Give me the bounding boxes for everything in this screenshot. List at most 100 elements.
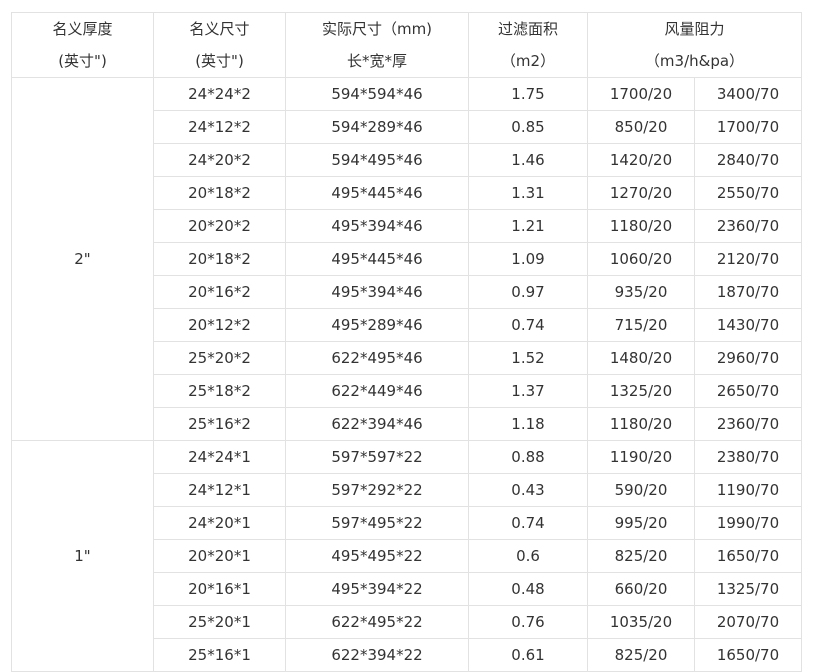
table-row: 1" 24*24*1 597*597*22 0.88 1190/20 2380/70 (11, 440, 802, 672)
nominal-size-cell: 20*18*2 (153, 242, 286, 276)
header-text: 名义厚度 (52, 20, 113, 38)
table-row: 24*20*1 597*495*22 0.74 995/20 1990/70 (12, 506, 802, 540)
airflow-low-cell: 1180/20 (587, 209, 695, 243)
actual-size-cell: 495*289*46 (285, 308, 469, 342)
airflow-high-cell: 2380/70 (694, 440, 802, 474)
nominal-size-cell: 24*24*1 (153, 440, 286, 474)
nominal-size-cell: 25*20*1 (153, 605, 286, 639)
airflow-high-cell: 2960/70 (694, 341, 802, 375)
header-text: 过滤面积 (497, 20, 558, 38)
actual-size-cell: 495*394*46 (285, 209, 469, 243)
airflow-high-cell: 2360/70 (694, 209, 802, 243)
airflow-high-cell: 2650/70 (694, 374, 802, 408)
nominal-size-cell: 20*16*1 (153, 572, 286, 606)
actual-size-cell: 622*495*46 (285, 341, 469, 375)
nominal-size-cell: 25*16*2 (153, 407, 286, 441)
actual-size-cell: 622*394*46 (285, 407, 469, 441)
nominal-size-cell: 25*20*2 (153, 341, 286, 375)
filter-area-cell: 1.09 (468, 242, 588, 276)
filter-area-cell: 0.74 (468, 308, 588, 342)
nominal-size-cell: 20*18*2 (153, 176, 286, 210)
filter-area-cell: 1.52 (468, 341, 588, 375)
table-row: 20*20*2 495*394*46 1.21 1180/20 2360/70 (12, 209, 802, 243)
airflow-high-cell: 2070/70 (694, 605, 802, 639)
airflow-high-cell: 1325/70 (694, 572, 802, 606)
actual-size-cell: 495*445*46 (285, 242, 469, 276)
actual-size-cell: 597*495*22 (285, 506, 469, 540)
airflow-low-cell: 660/20 (587, 572, 695, 606)
filter-area-cell: 1.31 (468, 176, 588, 210)
header-row: 名义厚度 (英寸") 名义尺寸 (英寸") 实际尺寸（mm) 长*宽*厚 过滤面积 （m… (11, 12, 802, 78)
airflow-high-cell: 2120/70 (694, 242, 802, 276)
airflow-high-cell: 1430/70 (694, 308, 802, 342)
nominal-size-cell: 20*16*2 (153, 275, 286, 309)
airflow-high-cell: 1700/70 (694, 110, 802, 144)
airflow-low-cell: 590/20 (587, 473, 695, 507)
table-row: 2" 24*24*2 594*594*46 1.75 1700/20 3400/70 (11, 77, 802, 441)
airflow-high-cell: 1190/70 (694, 473, 802, 507)
filter-spec-table: 名义厚度 (英寸") 名义尺寸 (英寸") 实际尺寸（mm) 长*宽*厚 过滤面积 （m… (11, 12, 802, 672)
actual-size-cell: 495*495*22 (285, 539, 469, 573)
airflow-low-cell: 1060/20 (587, 242, 695, 276)
table-row: 20*18*2 495*445*46 1.09 1060/20 2120/70 (12, 242, 802, 276)
airflow-low-cell: 1420/20 (587, 143, 695, 177)
table-row: 24*12*2 594*289*46 0.85 850/20 1700/70 (12, 110, 802, 144)
header-unit: （m2） (500, 52, 556, 70)
airflow-low-cell: 1270/20 (587, 176, 695, 210)
table-row: 20*18*2 495*445*46 1.31 1270/20 2550/70 (12, 176, 802, 210)
thickness-cell: 2" (11, 77, 154, 441)
nominal-size-cell: 24*12*1 (153, 473, 286, 507)
actual-size-cell: 495*394*46 (285, 275, 469, 309)
table-row: 25*16*2 622*394*46 1.18 1180/20 2360/70 (12, 407, 802, 441)
airflow-high-cell: 1650/70 (694, 539, 802, 573)
nominal-size-cell: 24*20*2 (153, 143, 286, 177)
airflow-low-cell: 1700/20 (587, 77, 695, 111)
filter-area-cell: 1.46 (468, 143, 588, 177)
header-thickness: 名义厚度 (英寸") (11, 12, 154, 78)
header-unit: 长*宽*厚 (346, 52, 407, 70)
actual-size-cell: 622*394*22 (285, 638, 469, 672)
actual-size-cell: 495*394*22 (285, 572, 469, 606)
table-row: 25*18*2 622*449*46 1.37 1325/20 2650/70 (12, 374, 802, 408)
header-filter-area: 过滤面积 （m2） (468, 12, 588, 78)
filter-area-cell: 0.85 (468, 110, 588, 144)
actual-size-cell: 495*445*46 (285, 176, 469, 210)
actual-size-cell: 622*495*22 (285, 605, 469, 639)
airflow-high-cell: 1870/70 (694, 275, 802, 309)
header-nominal-size: 名义尺寸 (英寸") (153, 12, 286, 78)
filter-area-cell: 0.6 (468, 539, 588, 573)
filter-area-cell: 0.76 (468, 605, 588, 639)
airflow-low-cell: 935/20 (587, 275, 695, 309)
nominal-size-cell: 25*18*2 (153, 374, 286, 408)
airflow-high-cell: 1650/70 (694, 638, 802, 672)
header-text: 实际尺寸（mm) (321, 20, 433, 38)
airflow-low-cell: 825/20 (587, 638, 695, 672)
nominal-size-cell: 20*20*2 (153, 209, 286, 243)
airflow-low-cell: 1035/20 (587, 605, 695, 639)
table-row: 24*20*2 594*495*46 1.46 1420/20 2840/70 (12, 143, 802, 177)
header-unit: （m3/h&pa） (644, 52, 745, 70)
header-text: 风量阻力 (664, 20, 725, 38)
table-row: 20*16*2 495*394*46 0.97 935/20 1870/70 (12, 275, 802, 309)
airflow-low-cell: 825/20 (587, 539, 695, 573)
actual-size-cell: 597*292*22 (285, 473, 469, 507)
airflow-low-cell: 850/20 (587, 110, 695, 144)
header-unit: (英寸") (195, 52, 244, 70)
header-actual-size: 实际尺寸（mm) 长*宽*厚 (285, 12, 469, 78)
nominal-size-cell: 24*20*1 (153, 506, 286, 540)
nominal-size-cell: 20*20*1 (153, 539, 286, 573)
airflow-high-cell: 2840/70 (694, 143, 802, 177)
filter-area-cell: 1.37 (468, 374, 588, 408)
header-airflow-resistance: 风量阻力 （m3/h&pa） (587, 12, 802, 78)
filter-area-cell: 0.88 (468, 440, 588, 474)
airflow-high-cell: 1990/70 (694, 506, 802, 540)
filter-area-cell: 0.74 (468, 506, 588, 540)
header-unit: (英寸") (58, 52, 107, 70)
header-text: 名义尺寸 (189, 20, 250, 38)
airflow-low-cell: 995/20 (587, 506, 695, 540)
filter-area-cell: 1.21 (468, 209, 588, 243)
nominal-size-cell: 20*12*2 (153, 308, 286, 342)
actual-size-cell: 594*495*46 (285, 143, 469, 177)
airflow-high-cell: 2550/70 (694, 176, 802, 210)
table-row: 25*20*1 622*495*22 0.76 1035/20 2070/70 (12, 605, 802, 639)
